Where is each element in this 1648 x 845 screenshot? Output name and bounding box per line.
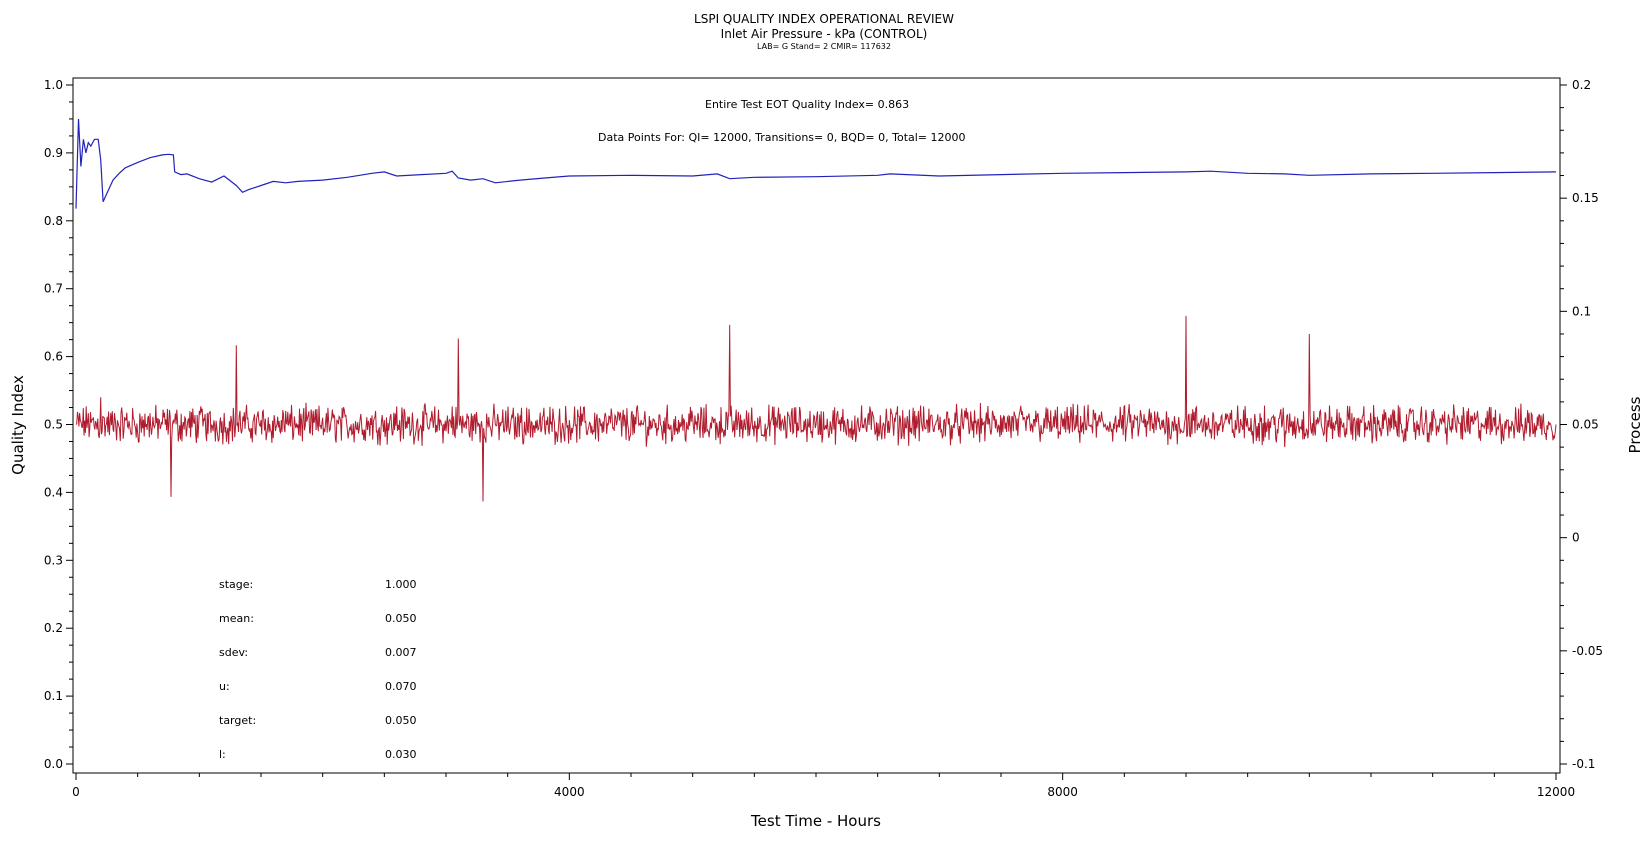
data-points-annotation: Data Points For: QI= 12000, Transitions=… xyxy=(598,131,966,144)
chart-subtitle: Inlet Air Pressure - kPa (CONTROL) xyxy=(720,27,928,41)
stat-value: 0.050 xyxy=(385,714,417,727)
x-axis-label: Test Time - Hours xyxy=(750,812,881,830)
x-tick-label: 12000 xyxy=(1537,785,1575,799)
y-axis-left: 0.0 0.1 0.2 0.3 0.4 0.5 0.6 0.7 0.8 0.9 1.0 xyxy=(44,78,73,771)
y2-tick-label: 0.1 xyxy=(1572,304,1591,318)
x-tick-label: 0 xyxy=(72,785,80,799)
x-tick-label: 4000 xyxy=(554,785,585,799)
y2-tick-label: -0.05 xyxy=(1572,644,1603,658)
stat-label: u: xyxy=(219,680,230,693)
y-tick-label: 0.2 xyxy=(44,621,63,635)
stat-value: 0.050 xyxy=(385,612,417,625)
y-tick-label: 0.1 xyxy=(44,689,63,703)
plot-layer xyxy=(75,118,1557,502)
y2-tick-label: 0.15 xyxy=(1572,191,1599,205)
y-tick-label: 0.6 xyxy=(44,350,63,364)
y2-tick-label: 0.2 xyxy=(1572,78,1591,92)
y-axis-right: -0.1 -0.05 0 0.05 0.1 0.15 0.2 xyxy=(1560,78,1603,771)
chart-lab-line: LAB= G Stand= 2 CMIR= 117632 xyxy=(757,42,891,51)
chart-titles: LSPI QUALITY INDEX OPERATIONAL REVIEW In… xyxy=(0,12,1648,52)
y2-tick-label: 0.05 xyxy=(1572,418,1599,432)
y-tick-label: 0.4 xyxy=(44,485,63,499)
stat-value: 0.007 xyxy=(385,646,417,659)
y2-tick-label: 0 xyxy=(1572,531,1580,545)
y-tick-label: 0.3 xyxy=(44,553,63,567)
process-series-line xyxy=(75,315,1557,502)
y-tick-label: 0.7 xyxy=(44,282,63,296)
y-tick-label: 0.0 xyxy=(44,757,63,771)
y2-axis-label: Process xyxy=(1626,396,1644,453)
stat-value: 0.070 xyxy=(385,680,417,693)
x-axis: 0 4000 8000 12000 xyxy=(72,773,1575,799)
y-tick-label: 0.9 xyxy=(44,146,63,160)
stats-table: stage: 1.000 mean: 0.050 sdev: 0.007 u: 0.070 ta… xyxy=(219,578,417,761)
y-tick-label: 1.0 xyxy=(44,78,63,92)
chart-title: LSPI QUALITY INDEX OPERATIONAL REVIEW xyxy=(694,12,954,26)
y-axis-label: Quality Index xyxy=(9,375,27,475)
stat-label: l: xyxy=(219,748,226,761)
stat-label: stage: xyxy=(219,578,253,591)
stat-label: target: xyxy=(219,714,256,727)
stat-value: 0.030 xyxy=(385,748,417,761)
stat-value: 1.000 xyxy=(385,578,417,591)
quality-index-annotation: Entire Test EOT Quality Index= 0.863 xyxy=(705,98,909,111)
y2-tick-label: -0.1 xyxy=(1572,757,1595,771)
stat-label: sdev: xyxy=(219,646,248,659)
x-tick-label: 8000 xyxy=(1047,785,1078,799)
y-tick-label: 0.5 xyxy=(44,418,63,432)
stat-label: mean: xyxy=(219,612,254,625)
quality-index-series-line xyxy=(75,118,1557,209)
y-tick-label: 0.8 xyxy=(44,214,63,228)
